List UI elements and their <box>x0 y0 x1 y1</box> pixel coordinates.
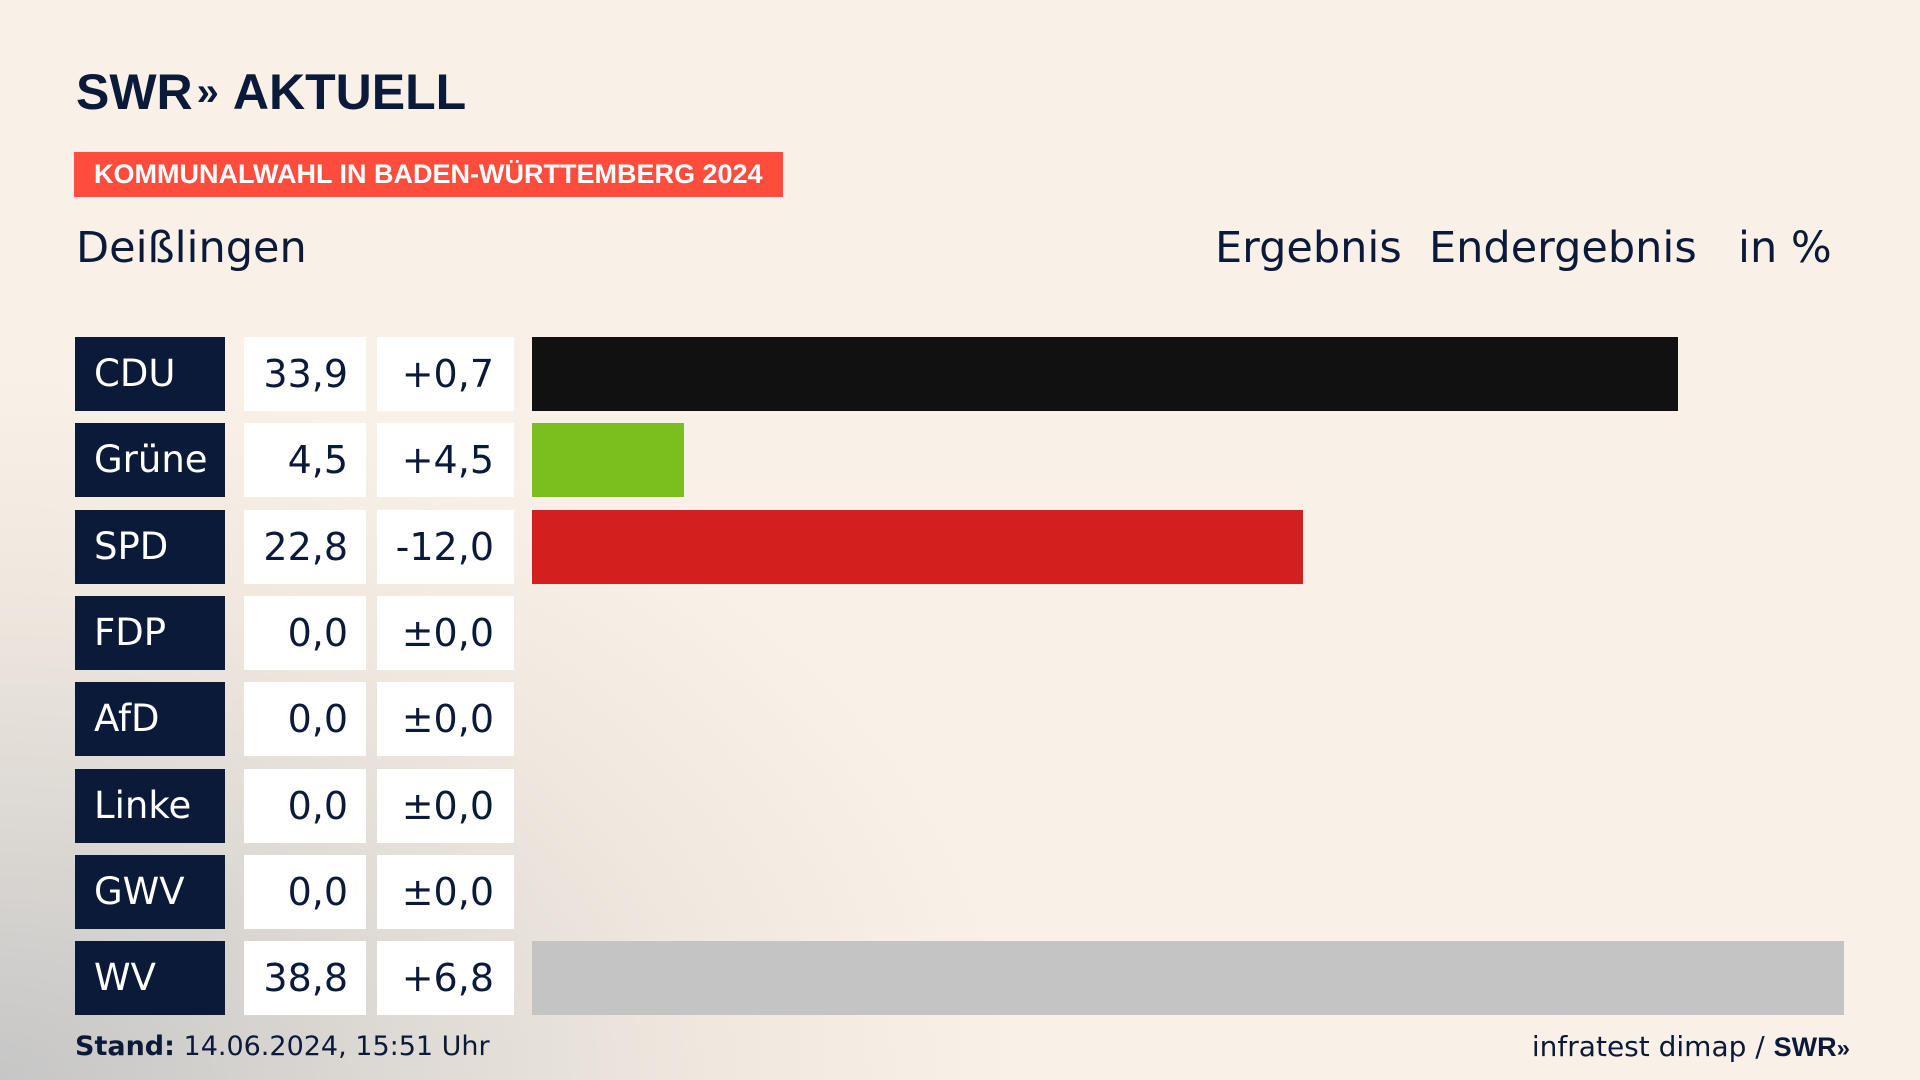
party-change-value: ±0,0 <box>377 769 514 843</box>
column-header-status: Endergebnis <box>1429 223 1697 273</box>
party-result-bar <box>532 423 684 497</box>
party-change-value: ±0,0 <box>377 682 514 756</box>
column-header-result: Ergebnis <box>1215 223 1402 273</box>
party-row: GWV 0,0 ±0,0 <box>0 855 1920 929</box>
party-result-bar <box>532 337 1678 411</box>
place-name: Deißlingen <box>76 223 307 273</box>
source-credit: infratest dimap / SWR» <box>1531 1030 1851 1066</box>
party-result-value: 22,8 <box>244 510 366 584</box>
election-banner: KOMMUNALWAHL IN BADEN-WÜRTTEMBERG 2024 <box>74 152 783 197</box>
timestamp: Stand: 14.06.2024, 15:51 Uhr <box>75 1030 490 1064</box>
party-change-value: +4,5 <box>377 423 514 497</box>
timestamp-value: 14.06.2024, 15:51 Uhr <box>183 1031 490 1062</box>
party-label: AfD <box>75 682 225 756</box>
party-result-bar <box>532 510 1303 584</box>
source-logo: SWR» <box>1773 1032 1851 1062</box>
logo-swr: SWR <box>76 64 193 120</box>
timestamp-label: Stand: <box>75 1031 175 1062</box>
party-result-value: 0,0 <box>244 596 366 670</box>
party-row: SPD 22,8 -12,0 <box>0 510 1920 584</box>
logo-arrows-icon: » <box>196 70 219 114</box>
party-result-value: 0,0 <box>244 769 366 843</box>
party-label: Grüne <box>75 423 225 497</box>
party-row: Grüne 4,5 +4,5 <box>0 423 1920 497</box>
party-label: Linke <box>75 769 225 843</box>
party-change-value: -12,0 <box>377 510 514 584</box>
column-header-unit: in % <box>1738 223 1832 273</box>
party-result-value: 4,5 <box>244 423 366 497</box>
party-label: WV <box>75 941 225 1015</box>
party-row: CDU 33,9 +0,7 <box>0 337 1920 411</box>
party-result-bar <box>532 941 1844 1015</box>
party-label: FDP <box>75 596 225 670</box>
party-change-value: +6,8 <box>377 941 514 1015</box>
party-result-value: 0,0 <box>244 855 366 929</box>
party-row: WV 38,8 +6,8 <box>0 941 1920 1015</box>
party-row: Linke 0,0 ±0,0 <box>0 769 1920 843</box>
party-label: GWV <box>75 855 225 929</box>
party-row: FDP 0,0 ±0,0 <box>0 596 1920 670</box>
party-label: SPD <box>75 510 225 584</box>
party-result-value: 33,9 <box>244 337 366 411</box>
source-text: infratest dimap / <box>1531 1030 1765 1063</box>
party-change-value: ±0,0 <box>377 596 514 670</box>
logo-aktuell: AKTUELL <box>232 64 467 120</box>
party-change-value: +0,7 <box>377 337 514 411</box>
party-result-value: 38,8 <box>244 941 366 1015</box>
party-row: AfD 0,0 ±0,0 <box>0 682 1920 756</box>
source-logo-text: SWR <box>1773 1032 1837 1062</box>
party-label: CDU <box>75 337 225 411</box>
party-change-value: ±0,0 <box>377 855 514 929</box>
source-logo-arrows-icon: » <box>1836 1035 1851 1062</box>
swr-aktuell-logo: SWR» AKTUELL <box>76 62 466 126</box>
party-result-value: 0,0 <box>244 682 366 756</box>
